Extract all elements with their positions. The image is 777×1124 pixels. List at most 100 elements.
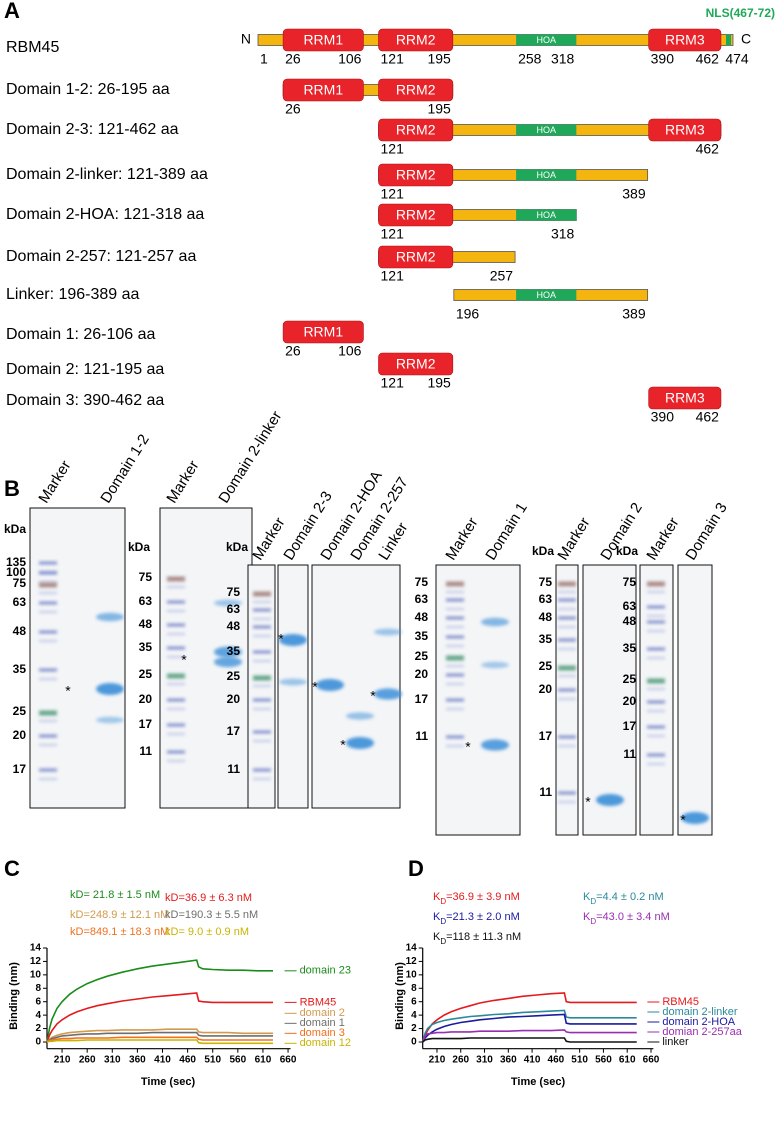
y-axis-title: Binding (nm) — [8, 962, 20, 1030]
lane-label: Domain 1 — [482, 500, 530, 563]
protein-band — [346, 737, 374, 749]
rrm-domain — [378, 352, 454, 376]
protein-band — [681, 812, 709, 824]
domain-label: RRM1 — [303, 324, 343, 340]
marker-band — [647, 647, 665, 651]
hoa-domain — [516, 289, 577, 301]
band-star: * — [181, 652, 187, 668]
kd-label-part: K — [433, 931, 441, 943]
x-tick-label: 460 — [548, 1054, 565, 1065]
position-label: 390 — [651, 51, 675, 67]
kda-label: 20 — [227, 692, 241, 706]
position-label: 196 — [456, 306, 480, 322]
marker-band — [167, 586, 185, 588]
legend-label: domian 2-257aa — [662, 1026, 742, 1038]
row-label: Domain 2-257: 121-257 aa — [6, 248, 196, 265]
kd-label: KD=43.0 ± 3.4 nM — [583, 911, 670, 926]
binding-curve — [46, 992, 273, 1043]
domain-label: HOA — [536, 210, 556, 220]
gel-frame — [639, 564, 674, 836]
domain-label: RRM1 — [303, 32, 343, 48]
marker-band — [558, 648, 576, 650]
marker-band — [558, 735, 576, 739]
protein-band — [96, 716, 124, 724]
kda-unit: kDa — [128, 540, 150, 554]
lane-label: Marker — [163, 458, 202, 507]
binding-curve — [46, 1031, 273, 1043]
gel-frame — [677, 564, 713, 836]
x-tick-label: 360 — [500, 1054, 517, 1065]
marker-band — [167, 600, 185, 604]
legend-label: domain 23 — [300, 965, 351, 977]
kd-label-part: D — [440, 917, 446, 926]
lane-label: Marker — [554, 515, 593, 564]
binding-curve — [46, 1039, 273, 1045]
marker-band — [558, 688, 576, 692]
position-label: 462 — [696, 409, 720, 425]
marker-band — [39, 734, 57, 738]
marker-band — [167, 708, 185, 710]
binding-curve — [421, 1029, 637, 1043]
marker-band — [647, 753, 665, 757]
kda-label: 11 — [227, 762, 240, 776]
band-star: * — [585, 794, 591, 810]
protein-band — [346, 712, 374, 720]
kda-label: 48 — [227, 619, 241, 633]
domain-label: RRM2 — [396, 167, 436, 183]
kda-label: 48 — [415, 610, 429, 624]
x-axis-title: Time (sec) — [511, 1076, 566, 1088]
marker-band — [253, 625, 271, 629]
y-tick-label: 12 — [406, 956, 418, 967]
kda-unit: kDa — [226, 540, 248, 554]
marker-band — [253, 635, 271, 637]
row-label: Domain 3: 390-462 aa — [6, 392, 164, 409]
row-label: Linker: 196-389 aa — [6, 286, 140, 303]
marker-band — [446, 591, 464, 593]
position-label: 195 — [427, 51, 451, 67]
y-tick-label: 6 — [35, 996, 41, 1007]
x-tick-label: 260 — [79, 1054, 96, 1065]
kd-label-part: =21.3 ± 2.0 nM — [446, 911, 520, 923]
marker-band — [39, 571, 57, 575]
marker-band — [39, 561, 57, 565]
marker-band — [647, 657, 665, 659]
binding-curve — [421, 992, 637, 1043]
marker-band — [446, 616, 464, 620]
band-star: * — [65, 683, 71, 699]
y-tick-label: 4 — [411, 1010, 417, 1021]
position-label: 121 — [381, 141, 405, 157]
marker-band — [647, 700, 665, 704]
marker-band — [253, 675, 271, 681]
marker-band — [647, 688, 665, 690]
marker-band — [446, 735, 464, 739]
protein-band — [214, 599, 242, 607]
y-tick-label: 6 — [411, 996, 417, 1007]
marker-band — [39, 678, 57, 680]
kda-label: 75 — [13, 576, 27, 590]
position-label: 195 — [427, 375, 451, 391]
kda-label: 48 — [623, 614, 637, 628]
hoa-domain — [516, 34, 577, 46]
marker-band — [39, 768, 57, 772]
lane-label: Marker — [643, 515, 682, 564]
marker-band — [39, 668, 57, 672]
band-star: * — [278, 631, 284, 647]
kd-label-part: D — [440, 897, 446, 906]
domain-label: RRM3 — [665, 122, 705, 138]
x-tick-label: 660 — [280, 1054, 297, 1065]
rrm-domain — [378, 118, 454, 142]
protein-band — [279, 678, 307, 686]
nls-domain — [725, 34, 731, 46]
kda-label: 75 — [539, 575, 553, 589]
domain-label: RRM2 — [396, 249, 436, 265]
rrm-domain — [378, 78, 454, 102]
x-tick-label: 610 — [255, 1054, 272, 1065]
marker-band — [558, 638, 576, 642]
kd-label-part: =43.0 ± 3.4 nM — [596, 911, 670, 923]
marker-band — [39, 581, 57, 583]
legend-label: RBM45 — [662, 996, 699, 1008]
kd-label-part: =4.4 ± 0.2 nM — [596, 891, 664, 903]
marker-band — [446, 683, 464, 685]
marker-band — [558, 608, 576, 610]
